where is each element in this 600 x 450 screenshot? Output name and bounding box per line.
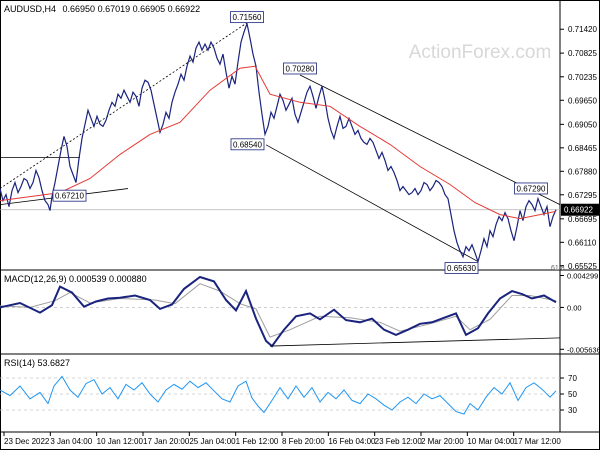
- macd-tick-label: -0.005636: [567, 345, 600, 354]
- annotation-box: [283, 62, 317, 75]
- time-tick-label: 10 Mar 04:00: [467, 437, 515, 446]
- price-tick-label: 0.71420: [568, 25, 597, 34]
- annotation-label: 0.68540: [233, 140, 262, 149]
- time-tick-label: 1 Feb 12:00: [236, 437, 279, 446]
- price-tick-label: 0.65525: [568, 262, 597, 271]
- annotation-label: 0.71560: [233, 13, 262, 22]
- price-line: [0, 21, 557, 264]
- price-tick-label: 0.70235: [568, 73, 597, 82]
- annotation-box: [52, 189, 87, 202]
- time-tick-label: 3 Jan 04:00: [50, 437, 92, 446]
- rsi-line: [0, 375, 557, 415]
- price-tick-label: 0.70825: [568, 49, 597, 58]
- header-ohlc: 0.66950 0.67019 0.66905 0.66922: [63, 4, 201, 14]
- price-tick-label: 0.68465: [568, 144, 597, 153]
- annotation-label: 0.65630: [447, 264, 476, 273]
- price-tick-label: 0.69650: [568, 96, 597, 105]
- price-annotation: 0.67210: [52, 189, 87, 202]
- price-annotation: 0.67290: [514, 182, 548, 195]
- current-price-box: [561, 203, 600, 216]
- annotation-label: 0.67210: [55, 192, 84, 201]
- uptrend-channel-dotted: [0, 22, 248, 189]
- price-tick-label: 0.67295: [568, 191, 597, 200]
- price-grid: 61.8: [0, 209, 565, 272]
- macd-line: [0, 275, 557, 348]
- annotation-label: 0.70280: [286, 64, 315, 73]
- price-annotation: 0.70280: [283, 62, 317, 75]
- price-tick-label: 0.69050: [568, 120, 597, 129]
- current-price-label: 0.66922: [564, 206, 593, 215]
- time-axis: 23 Dec 2022 3 Jan 04:00 10 Jan 12:00 17 Jan…: [3, 432, 562, 446]
- time-tick-label: 17 Mar 12:00: [514, 437, 562, 446]
- price-tick-label: 0.66110: [568, 238, 597, 247]
- price-annotation: 0.71560: [230, 11, 264, 24]
- annotation-label: 0.67290: [517, 184, 546, 193]
- rsi-layer: 70 50 30: [0, 374, 577, 415]
- watermark: ActionForex.com: [409, 42, 552, 63]
- time-tick-label: 2 Mar 20:00: [421, 437, 464, 446]
- macd-trendline: [269, 337, 561, 347]
- ema-line: [0, 65, 557, 220]
- rsi-tick-label: 70: [568, 374, 577, 383]
- price-annotation: 0.68540: [230, 138, 265, 151]
- rsi-tick-label: 30: [568, 406, 577, 415]
- annotation-box: [230, 11, 264, 24]
- time-tick-label: 25 Jan 04:00: [189, 437, 236, 446]
- price-annotations: 0.71560 0.70280 0.68540 0.67210 0.67290 0.656…: [52, 11, 548, 274]
- price-annotation: 0.65630: [444, 262, 479, 274]
- price-series: [0, 21, 557, 264]
- time-tick-label: 23 Feb 12:00: [375, 437, 423, 446]
- price-axis: 0.71420 0.70825 0.70235 0.69650 0.69050 0.684…: [560, 25, 600, 271]
- price-tick-label: 0.67880: [568, 167, 597, 176]
- header-symbol: AUDUSD,H4 0.66950 0.67019 0.66905 0.6692…: [4, 4, 200, 14]
- downtrend-channel-lower: [265, 144, 479, 262]
- macd-tick-label: 0.00: [567, 303, 582, 312]
- annotation-box: [444, 262, 479, 274]
- time-tick-label: 16 Feb 04:00: [328, 437, 376, 446]
- time-tick-label: 17 Jan 20:00: [143, 437, 190, 446]
- header-symbol-text: AUDUSD,H4: [4, 4, 56, 14]
- macd-title: MACD(12,26,9) 0.000539 0.000880: [4, 274, 147, 284]
- macd-tick-label: 0.004299: [567, 271, 598, 280]
- macd-layer: 0.004299 0.00 -0.005636: [0, 271, 600, 354]
- annotation-box: [230, 138, 265, 151]
- time-tick-label: 10 Jan 12:00: [97, 437, 144, 446]
- time-tick-label: 23 Dec 2022: [4, 437, 50, 446]
- fib-label: 61.8: [551, 265, 565, 272]
- macd-signal-line: [0, 283, 557, 338]
- rsi-tick-label: 50: [568, 390, 577, 399]
- price-tick-label: 0.66695: [568, 215, 597, 224]
- time-tick-label: 8 Feb 20:00: [282, 437, 325, 446]
- annotation-box: [514, 182, 548, 195]
- rsi-title: RSI(14) 53.6827: [4, 358, 70, 368]
